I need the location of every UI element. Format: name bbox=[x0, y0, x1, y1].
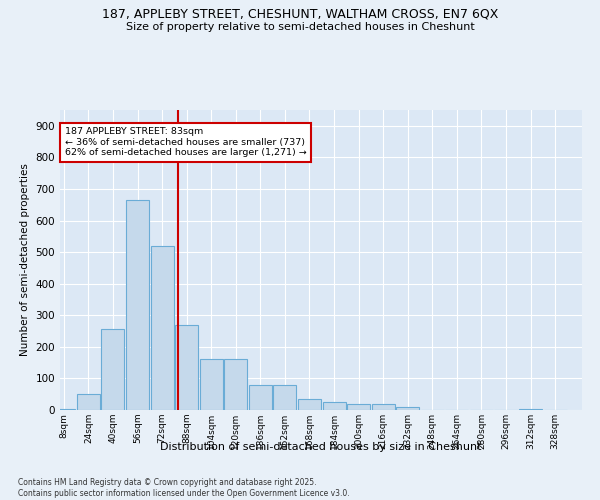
Bar bbox=[126, 200, 149, 410]
Text: 187, APPLEBY STREET, CHESHUNT, WALTHAM CROSS, EN7 6QX: 187, APPLEBY STREET, CHESHUNT, WALTHAM C… bbox=[102, 8, 498, 20]
Text: Distribution of semi-detached houses by size in Cheshunt: Distribution of semi-detached houses by … bbox=[160, 442, 482, 452]
Bar bbox=[396, 407, 419, 410]
Bar bbox=[151, 246, 173, 410]
Text: 187 APPLEBY STREET: 83sqm
← 36% of semi-detached houses are smaller (737)
62% of: 187 APPLEBY STREET: 83sqm ← 36% of semi-… bbox=[65, 128, 307, 157]
Bar bbox=[52, 409, 76, 410]
Bar bbox=[298, 399, 321, 410]
Bar bbox=[323, 402, 346, 410]
Bar bbox=[249, 384, 272, 410]
Bar bbox=[347, 404, 370, 410]
Bar bbox=[77, 394, 100, 410]
Text: Contains HM Land Registry data © Crown copyright and database right 2025.
Contai: Contains HM Land Registry data © Crown c… bbox=[18, 478, 350, 498]
Y-axis label: Number of semi-detached properties: Number of semi-detached properties bbox=[20, 164, 30, 356]
Text: Size of property relative to semi-detached houses in Cheshunt: Size of property relative to semi-detach… bbox=[125, 22, 475, 32]
Bar bbox=[200, 360, 223, 410]
Bar bbox=[175, 324, 198, 410]
Bar bbox=[101, 330, 124, 410]
Bar bbox=[274, 384, 296, 410]
Bar bbox=[371, 404, 395, 410]
Bar bbox=[519, 409, 542, 410]
Bar bbox=[224, 360, 247, 410]
